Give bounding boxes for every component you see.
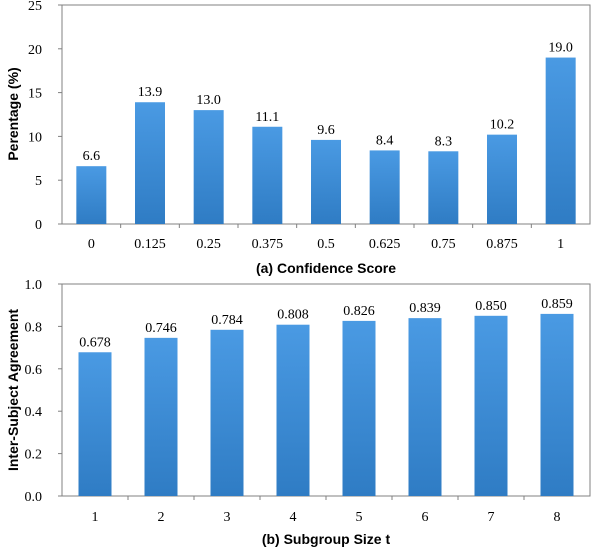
y-tick-label: 0.2 bbox=[25, 448, 43, 463]
x-tick-label: 0.75 bbox=[431, 237, 456, 252]
x-tick-label: 0 bbox=[88, 237, 95, 252]
bar bbox=[144, 337, 178, 496]
y-axis-label-b: Inter-Subject Agreement bbox=[5, 309, 21, 471]
bar bbox=[545, 57, 576, 225]
y-tick-label: 0.8 bbox=[25, 320, 43, 335]
x-tick-label: 3 bbox=[224, 510, 231, 525]
bar bbox=[369, 150, 400, 224]
y-tick-label: 0.0 bbox=[25, 490, 43, 505]
bar bbox=[487, 134, 517, 224]
y-tick-label: 25 bbox=[28, 0, 42, 14]
bar-value-label: 0.839 bbox=[409, 301, 441, 316]
y-tick-label: 15 bbox=[28, 87, 42, 102]
bar-value-label: 10.2 bbox=[490, 118, 515, 133]
bar bbox=[428, 151, 459, 224]
bar bbox=[193, 110, 224, 224]
bar-value-label: 13.9 bbox=[138, 85, 163, 100]
bar-value-label: 13.0 bbox=[196, 93, 221, 108]
bar bbox=[276, 324, 310, 496]
bar-value-label: 0.859 bbox=[541, 297, 573, 312]
x-tick-label: 1 bbox=[92, 510, 99, 525]
x-tick-label: 2 bbox=[158, 510, 165, 525]
y-tick-label: 0 bbox=[35, 218, 42, 233]
x-tick-label: 0.25 bbox=[196, 237, 221, 252]
y-tick-label: 10 bbox=[28, 130, 42, 145]
plot-frame-b bbox=[61, 283, 591, 497]
bar-value-label: 9.6 bbox=[317, 123, 335, 138]
bar bbox=[342, 320, 376, 496]
bar-value-label: 0.678 bbox=[79, 335, 111, 350]
x-tick-label: 0.125 bbox=[134, 237, 166, 252]
bar bbox=[252, 126, 283, 224]
x-tick-label: 1 bbox=[557, 237, 564, 252]
y-tick-label: 20 bbox=[28, 43, 42, 58]
confidence-score-chart: 6.613.913.011.19.68.4 8.310.219.0 0510152… bbox=[5, 0, 591, 276]
bar-value-label: 8.4 bbox=[376, 133, 394, 148]
bar-value-label: 8.3 bbox=[435, 134, 453, 149]
x-tick-label: 5 bbox=[356, 510, 363, 525]
y-tick-label: 5 bbox=[35, 174, 42, 189]
bar bbox=[408, 318, 442, 496]
x-tick-label: 0.625 bbox=[369, 237, 401, 252]
bar-value-label: 6.6 bbox=[83, 149, 101, 164]
bar bbox=[78, 352, 112, 496]
bar-value-label: 0.784 bbox=[211, 313, 243, 328]
y-axis-label-a: Perentage (%) bbox=[5, 67, 21, 160]
bar-value-label: 0.808 bbox=[277, 308, 309, 323]
bar bbox=[135, 102, 165, 224]
bar-value-label: 0.826 bbox=[343, 304, 375, 319]
x-axis-label-a: (a) Confidence Score bbox=[256, 260, 396, 276]
bar bbox=[76, 166, 107, 224]
x-tick-label: 7 bbox=[488, 510, 495, 525]
bar-value-label: 11.1 bbox=[255, 110, 279, 125]
x-tick-label: 0.5 bbox=[317, 237, 335, 252]
bar bbox=[311, 139, 341, 224]
bar bbox=[210, 329, 244, 496]
bar-value-label: 0.850 bbox=[475, 299, 507, 314]
x-axis-label-b: (b) Subgroup Size t bbox=[262, 531, 391, 547]
x-tick-label: 0.875 bbox=[486, 237, 518, 252]
x-tick-label: 4 bbox=[290, 510, 297, 525]
bar bbox=[540, 313, 574, 496]
bar-value-label: 19.0 bbox=[548, 41, 573, 56]
bar-value-label: 0.746 bbox=[145, 321, 177, 336]
x-tick-label: 0.375 bbox=[252, 237, 284, 252]
x-tick-label: 6 bbox=[422, 510, 429, 525]
x-tick-label: 8 bbox=[554, 510, 561, 525]
y-tick-label: 1.0 bbox=[25, 278, 43, 293]
y-tick-label: 0.4 bbox=[25, 405, 43, 420]
bar bbox=[474, 315, 508, 496]
y-tick-label: 0.6 bbox=[25, 363, 43, 378]
